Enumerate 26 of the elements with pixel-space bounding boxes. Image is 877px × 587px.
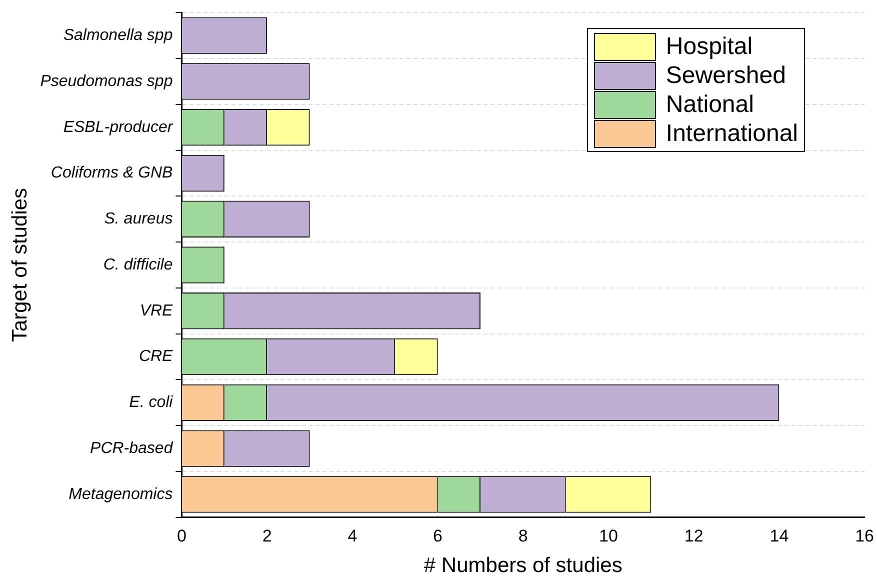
y-tick-label: Metagenomics [68,486,173,503]
y-axis-title: Target of studies [8,188,32,342]
y-tick-label: C. difficile [103,256,173,274]
y-tick-label: ESBL-producer [63,118,174,136]
x-axis-title: # Numbers of studies [424,554,622,578]
x-tick-label: 8 [518,526,528,546]
x-tick-label: 2 [262,526,272,546]
legend-label: Hospital [666,32,753,60]
y-tick-label: Salmonella spp [63,27,173,44]
x-tick-label: 4 [348,526,358,546]
x-tick-label: 14 [770,526,789,546]
y-tick-label: PCR-based [90,440,174,458]
legend-label: International [666,120,798,148]
y-tick-label: VRE [140,302,174,320]
legend-label: National [666,90,754,118]
x-tick-label: 12 [684,526,704,546]
legend-label: Sewershed [666,62,786,90]
y-tick-label: Pseudomonas spp [40,72,173,90]
x-tick-label: 0 [176,526,186,546]
y-tick-label: S. aureus [104,210,173,228]
y-tick-label: Coliforms & GNB [50,164,174,182]
x-tick-label: 6 [433,526,443,546]
x-tick-label: 16 [855,526,874,546]
y-tick-label: E. coli [129,394,174,412]
y-tick-label: CRE [138,348,174,366]
x-tick-label: 10 [599,526,618,546]
